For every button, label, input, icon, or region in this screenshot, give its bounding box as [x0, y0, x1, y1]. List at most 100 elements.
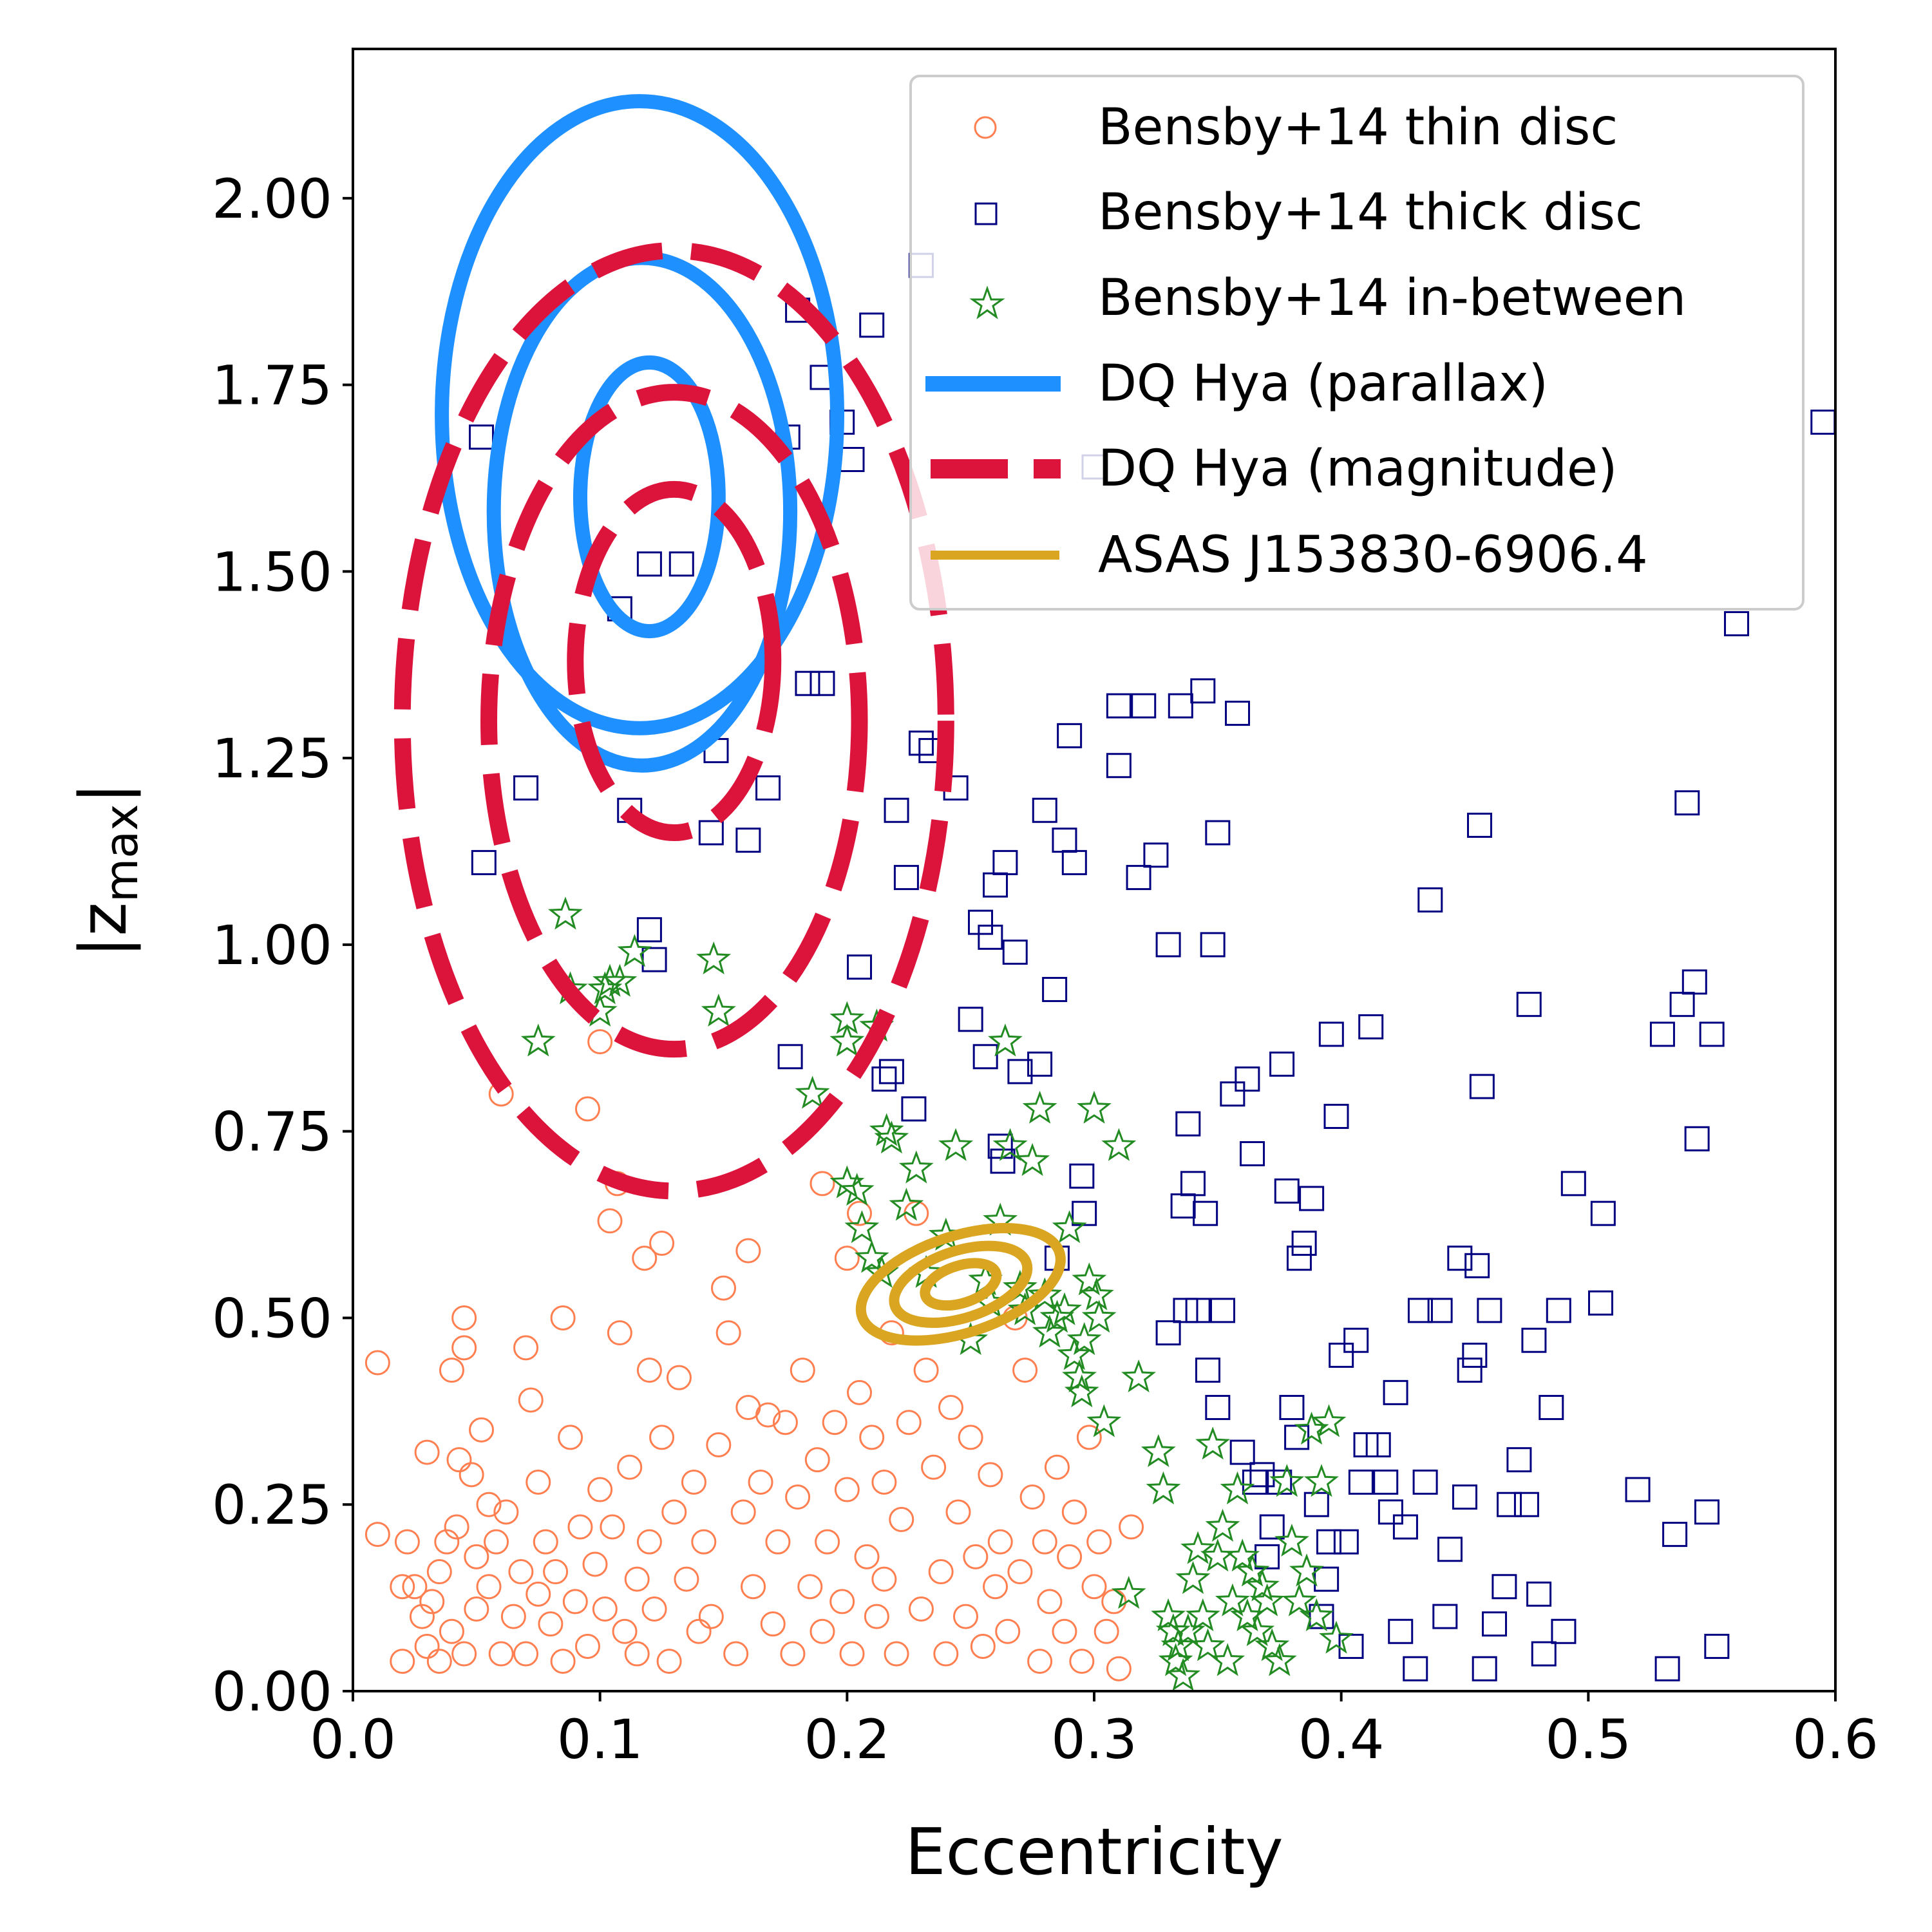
in-between-point	[1235, 1553, 1270, 1587]
thin-disc-point	[518, 1387, 544, 1413]
thin-disc-point	[983, 1574, 1009, 1600]
in-between-point	[602, 963, 638, 997]
legend-between-marker	[969, 285, 1005, 319]
in-between-point	[592, 963, 627, 997]
legend-thin-label: Bensby+14 thin disc	[1098, 99, 1618, 156]
thick-disc-point	[893, 865, 919, 891]
legend-thick-label: Bensby+14 thick disc	[1098, 184, 1643, 242]
thin-disc-point	[597, 1208, 623, 1234]
legend-asas-label: ASAS J153830-6906.4	[1098, 526, 1648, 584]
thick-disc-point	[1432, 1604, 1458, 1629]
thick-disc-point	[1452, 1484, 1477, 1510]
thin-disc-point	[636, 1529, 662, 1555]
y-tick-label: 0.75	[212, 1101, 332, 1164]
in-between-point	[1269, 1464, 1305, 1497]
thin-disc-point	[686, 1618, 712, 1644]
legend-thin-marker	[974, 116, 997, 139]
thin-disc-point	[600, 1514, 625, 1540]
thick-disc-point	[795, 670, 820, 696]
in-between-point	[1111, 1575, 1146, 1609]
in-between-point	[1299, 1598, 1334, 1631]
thin-disc-point	[1007, 1559, 1033, 1585]
thin-disc-point	[493, 1499, 519, 1525]
in-between-point	[1015, 1142, 1050, 1176]
thick-disc-point	[1316, 1529, 1341, 1555]
in-between-point	[1039, 1300, 1075, 1333]
thin-disc-point	[476, 1574, 502, 1600]
y-tick-label: 1.00	[212, 914, 332, 977]
thick-disc-point	[1007, 1059, 1033, 1084]
in-between-point	[1249, 1583, 1285, 1616]
in-between-point	[829, 1023, 865, 1057]
thin-disc-point	[847, 1200, 873, 1226]
thick-disc-point	[1032, 797, 1057, 823]
in-between-point	[696, 941, 732, 974]
in-between-point	[1079, 1277, 1114, 1311]
in-between-point	[1311, 1404, 1347, 1437]
y-tick-label: 1.50	[212, 540, 332, 603]
thick-disc-point	[1412, 1469, 1438, 1495]
in-between-point	[1282, 1583, 1317, 1616]
thick-disc-point	[1462, 1342, 1488, 1368]
thin-disc-point	[632, 1245, 658, 1271]
legend-parallax-label: DQ Hya (parallax)	[1098, 355, 1548, 413]
thick-disc-point	[1437, 1537, 1463, 1562]
thin-disc-point	[624, 1566, 650, 1592]
thick-disc-point	[1318, 1021, 1344, 1047]
thin-disc-point	[921, 1454, 947, 1480]
thick-disc-point	[1546, 1298, 1571, 1323]
thin-disc-point	[636, 1358, 662, 1383]
in-between-point	[874, 1121, 909, 1154]
thick-disc-point	[1242, 1469, 1267, 1495]
thin-disc-point	[1106, 1656, 1132, 1681]
thick-disc-point	[1274, 1178, 1300, 1204]
thick-disc-point	[878, 1059, 904, 1084]
thick-disc-point	[871, 1066, 897, 1092]
in-between-point	[889, 1188, 924, 1221]
thick-disc-point	[968, 909, 994, 935]
thin-disc-point	[785, 1484, 811, 1510]
thin-disc-point	[963, 1544, 989, 1569]
thick-disc-point	[1526, 1581, 1552, 1607]
thin-disc-point	[508, 1559, 534, 1585]
thick-disc-point	[1155, 1320, 1181, 1346]
thin-disc-point	[839, 1641, 865, 1667]
in-between-point	[1262, 1643, 1297, 1676]
thin-disc-point	[1037, 1589, 1063, 1615]
thin-disc-point	[390, 1574, 415, 1600]
thin-disc-point	[624, 1641, 650, 1667]
thin-disc-point	[649, 1425, 675, 1450]
y-tick-label: 0.25	[212, 1473, 332, 1537]
thick-disc-point	[513, 775, 539, 800]
thin-disc-point	[829, 1589, 855, 1615]
in-between-point	[1151, 1598, 1186, 1631]
thick-disc-point	[1681, 969, 1707, 995]
thick-disc-point	[1200, 932, 1226, 958]
thin-disc-point	[1094, 1618, 1119, 1644]
thin-disc-point	[755, 1402, 781, 1428]
thick-disc-point	[1649, 1021, 1675, 1047]
thick-disc-point	[1699, 1021, 1725, 1047]
thick-disc-point	[1704, 1633, 1730, 1659]
magnitude-contour	[480, 384, 868, 1058]
thick-disc-point	[1497, 1492, 1522, 1517]
thin-disc-point	[533, 1529, 558, 1555]
in-between-point	[1066, 1321, 1102, 1356]
thick-disc-point	[1229, 1439, 1255, 1465]
thin-disc-point	[741, 1574, 766, 1600]
thick-disc-point	[1185, 1298, 1211, 1323]
in-between-point	[1064, 1374, 1099, 1408]
in-between-point	[1289, 1553, 1324, 1587]
in-between-point	[1166, 1658, 1200, 1691]
in-between-point	[617, 934, 652, 967]
thick-disc-point	[1180, 1171, 1206, 1197]
thin-disc-point	[469, 1417, 495, 1443]
thick-disc-point	[1724, 611, 1750, 636]
thick-disc-point	[777, 1044, 803, 1070]
thin-disc-point	[562, 1589, 588, 1615]
thick-disc-point	[636, 551, 662, 577]
thick-disc-point	[1205, 820, 1231, 846]
thin-disc-point	[1119, 1514, 1144, 1540]
thick-disc-point	[1588, 1290, 1614, 1316]
thin-disc-point	[765, 1529, 791, 1555]
